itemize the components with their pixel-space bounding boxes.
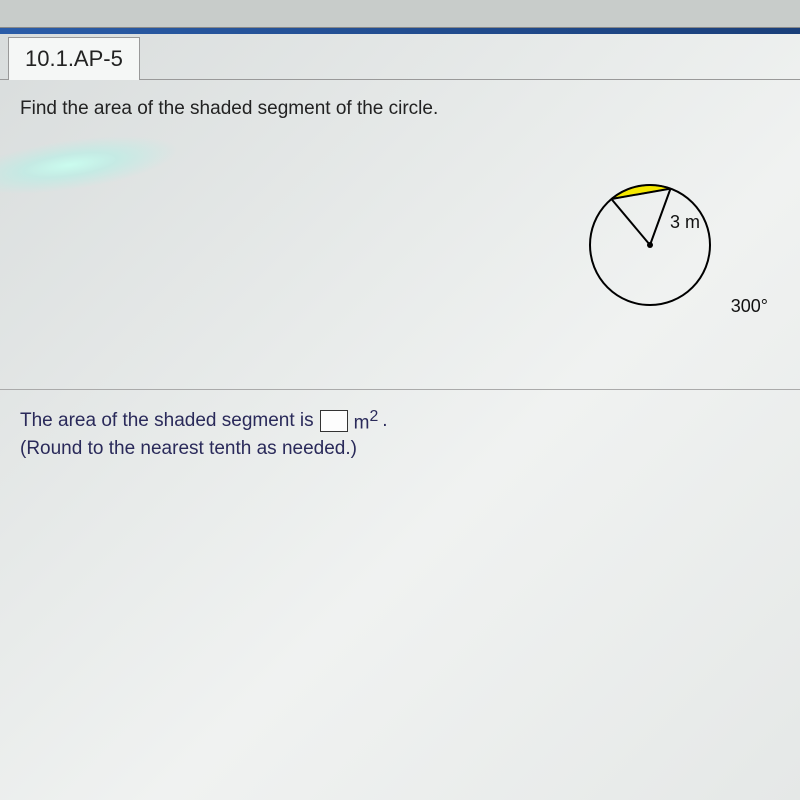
problem-tab-label: 10.1.AP-5 — [25, 46, 123, 71]
answer-text-before: The area of the shaded segment is — [20, 410, 314, 432]
center-point — [647, 242, 653, 248]
answer-input-box[interactable] — [320, 410, 348, 432]
rounding-hint: (Round to the nearest tenth as needed.) — [20, 438, 780, 460]
answer-text-after: . — [382, 410, 387, 432]
radius-line-2 — [650, 189, 671, 245]
answer-unit: m2 — [354, 408, 379, 434]
problem-tab[interactable]: 10.1.AP-5 — [8, 37, 140, 80]
radius-line-1 — [611, 199, 650, 245]
radius-label: 3 m — [670, 212, 700, 233]
circle-diagram: 3 m 300° — [570, 170, 770, 345]
question-prompt: Find the area of the shaded segment of t… — [20, 98, 780, 120]
tab-row: 10.1.AP-5 — [0, 34, 800, 80]
content-panel: 10.1.AP-5 Find the area of the shaded se… — [0, 34, 800, 478]
angle-label: 300° — [731, 296, 768, 317]
answer-area: The area of the shaded segment is m2. (R… — [0, 390, 800, 478]
browser-chrome-gap — [0, 0, 800, 28]
question-area: Find the area of the shaded segment of t… — [0, 80, 800, 390]
answer-line: The area of the shaded segment is m2. — [20, 408, 780, 434]
